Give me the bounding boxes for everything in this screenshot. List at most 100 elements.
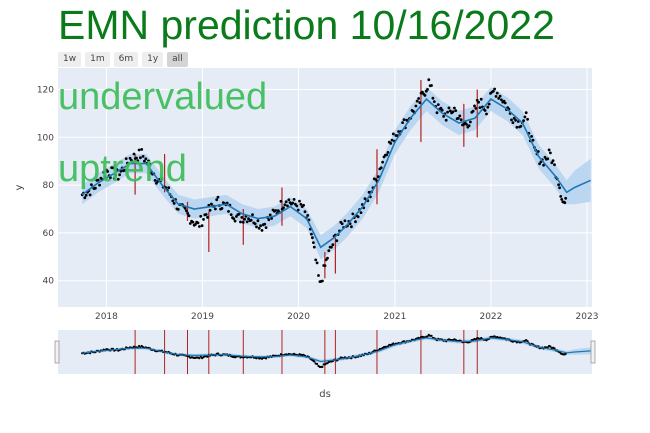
observed-point	[479, 97, 483, 101]
observed-point	[112, 177, 116, 180]
observed-point	[124, 157, 128, 161]
observed-point	[539, 160, 543, 164]
observed-point	[147, 159, 150, 163]
observed-point	[440, 108, 444, 112]
observed-point	[350, 225, 353, 229]
observed-point	[264, 226, 268, 230]
observed-point	[446, 110, 449, 114]
observed-point	[442, 115, 445, 118]
observed-point	[524, 111, 528, 115]
observed-point	[546, 157, 550, 161]
observed-point	[279, 199, 283, 203]
observed-point	[240, 216, 244, 219]
observed-point	[298, 199, 301, 203]
range-button-all[interactable]: all	[167, 52, 188, 67]
observed-point	[188, 222, 192, 225]
observed-point	[106, 170, 110, 173]
slider-observed-point	[206, 355, 209, 358]
observed-point	[263, 222, 267, 226]
observed-point	[295, 204, 299, 208]
observed-point	[367, 190, 371, 194]
observed-point	[199, 214, 203, 218]
observed-point	[202, 218, 205, 221]
observed-point	[118, 173, 121, 177]
observed-point	[233, 219, 237, 223]
observed-point	[553, 163, 556, 167]
observed-point	[84, 193, 88, 197]
slider-observed-point	[549, 345, 552, 348]
observed-point	[245, 220, 249, 224]
observed-point	[351, 212, 355, 216]
range-button-1m[interactable]: 1m	[85, 52, 110, 67]
observed-point	[128, 156, 132, 160]
y-axis-title: y	[14, 184, 25, 190]
slider-observed-point	[454, 338, 457, 341]
slider-observed-point	[265, 357, 268, 360]
observed-point	[389, 142, 393, 145]
observed-point	[291, 201, 295, 205]
range-slider-right-handle[interactable]	[590, 340, 596, 364]
observed-point	[286, 204, 289, 208]
y-tick-label: 80	[43, 181, 55, 191]
observed-point	[114, 173, 117, 177]
observed-point	[557, 183, 560, 187]
axis-ticks: 40 60 80 100 120 2018 2019 2020 2021 2022 2023	[37, 86, 599, 322]
observed-point	[208, 208, 212, 212]
observed-point	[435, 111, 439, 115]
observed-point	[227, 210, 230, 213]
observed-point	[423, 94, 427, 97]
observed-point	[379, 166, 383, 170]
slider-observed-point	[198, 357, 201, 360]
observed-point	[418, 101, 422, 104]
observed-point	[310, 232, 313, 236]
range-slider-left-handle[interactable]	[54, 340, 60, 364]
y-tick-label: 40	[43, 277, 55, 287]
observed-point	[386, 151, 390, 154]
observed-point	[284, 200, 288, 204]
observed-point	[299, 202, 303, 206]
observed-point	[148, 162, 152, 166]
observed-point	[512, 116, 516, 120]
observed-point	[426, 88, 429, 91]
slider-observed-point	[430, 334, 433, 337]
observed-point	[487, 102, 491, 106]
observed-point	[96, 178, 100, 182]
valuation-label: undervalued	[58, 76, 268, 118]
observed-point	[326, 256, 329, 260]
observed-point	[303, 210, 307, 214]
observed-point	[563, 201, 567, 205]
range-selector: 1w 1m 6m 1y all	[58, 52, 188, 67]
observed-point	[458, 114, 462, 118]
observed-point	[551, 159, 555, 163]
observed-point	[547, 148, 551, 152]
observed-point	[432, 100, 436, 103]
observed-point	[143, 159, 146, 163]
observed-point	[415, 99, 419, 103]
observed-point	[323, 264, 327, 268]
observed-point	[331, 243, 335, 247]
observed-point	[431, 96, 435, 100]
observed-point	[471, 109, 475, 113]
observed-point	[514, 118, 517, 122]
range-button-6m[interactable]: 6m	[113, 52, 139, 67]
range-button-1y[interactable]: 1y	[142, 52, 164, 67]
observed-point	[335, 239, 339, 243]
observed-point	[397, 130, 400, 133]
observed-point	[116, 177, 120, 181]
observed-point	[306, 214, 310, 217]
observed-point	[314, 258, 318, 262]
trend-label: uptrend	[58, 148, 187, 190]
observed-point	[256, 219, 260, 223]
observed-point	[194, 223, 197, 226]
observed-point	[564, 196, 568, 200]
observed-point	[531, 138, 535, 142]
observed-point	[214, 207, 217, 211]
observed-point	[204, 213, 208, 216]
observed-point	[454, 109, 458, 112]
observed-point	[255, 225, 258, 229]
observed-point	[354, 220, 357, 224]
observed-point	[401, 121, 404, 124]
observed-point	[249, 218, 253, 222]
range-button-1w[interactable]: 1w	[58, 52, 82, 67]
observed-point	[444, 118, 448, 122]
